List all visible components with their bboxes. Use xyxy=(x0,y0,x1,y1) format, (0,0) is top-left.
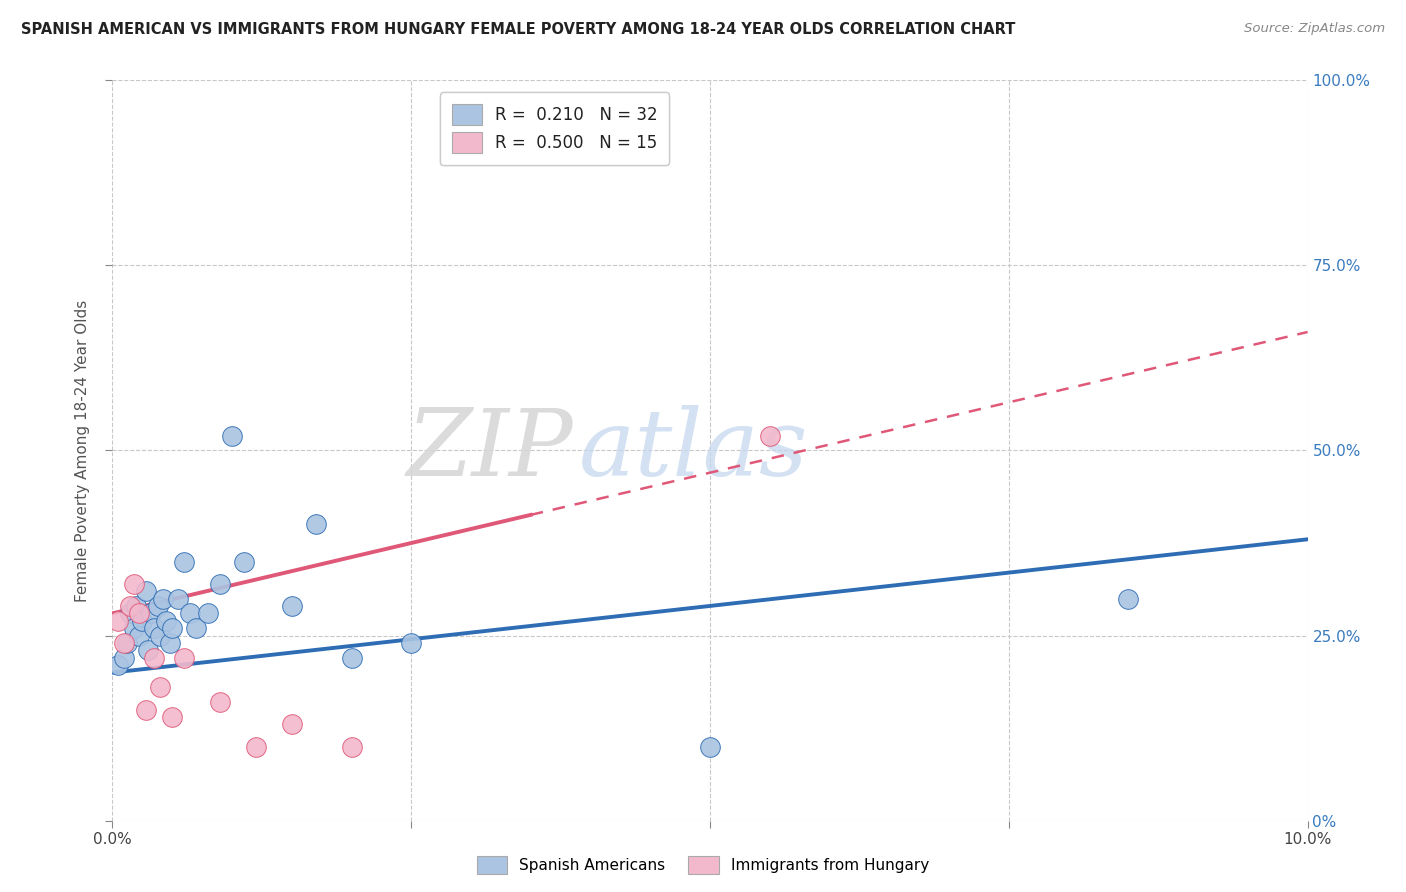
Point xyxy=(115,636,138,650)
Point xyxy=(149,628,172,642)
Point xyxy=(152,591,174,606)
Point xyxy=(305,517,328,532)
Point xyxy=(138,643,160,657)
Text: Source: ZipAtlas.com: Source: ZipAtlas.com xyxy=(1244,22,1385,36)
Point xyxy=(209,695,232,709)
Point xyxy=(209,576,232,591)
Point xyxy=(281,599,304,613)
Point xyxy=(135,703,157,717)
Point xyxy=(401,636,423,650)
Point xyxy=(155,614,177,628)
Point xyxy=(281,717,304,731)
Text: atlas: atlas xyxy=(579,406,808,495)
Point xyxy=(759,428,782,442)
Point xyxy=(1118,591,1140,606)
Point xyxy=(173,555,195,569)
Point xyxy=(114,636,135,650)
Point xyxy=(120,607,142,621)
Legend: Spanish Americans, Immigrants from Hungary: Spanish Americans, Immigrants from Hunga… xyxy=(471,850,935,880)
Point xyxy=(146,599,169,613)
Y-axis label: Female Poverty Among 18-24 Year Olds: Female Poverty Among 18-24 Year Olds xyxy=(75,300,90,601)
Point xyxy=(139,607,162,621)
Point xyxy=(162,710,183,724)
Point xyxy=(125,599,148,613)
Point xyxy=(167,591,190,606)
Point xyxy=(221,428,243,442)
Point xyxy=(186,621,208,635)
Point xyxy=(114,650,135,665)
Text: SPANISH AMERICAN VS IMMIGRANTS FROM HUNGARY FEMALE POVERTY AMONG 18-24 YEAR OLDS: SPANISH AMERICAN VS IMMIGRANTS FROM HUNG… xyxy=(21,22,1015,37)
Point xyxy=(120,599,142,613)
Point xyxy=(122,621,145,635)
Point xyxy=(179,607,201,621)
Point xyxy=(131,614,153,628)
Point xyxy=(149,681,172,695)
Point xyxy=(107,614,129,628)
Point xyxy=(128,628,150,642)
Point xyxy=(173,650,195,665)
Point xyxy=(233,555,256,569)
Point xyxy=(159,636,181,650)
Point xyxy=(162,621,183,635)
Point xyxy=(340,739,363,754)
Point xyxy=(143,621,166,635)
Text: ZIP: ZIP xyxy=(406,406,572,495)
Point xyxy=(143,650,166,665)
Point xyxy=(699,739,721,754)
Point xyxy=(245,739,267,754)
Point xyxy=(122,576,145,591)
Legend: R =  0.210   N = 32, R =  0.500   N = 15: R = 0.210 N = 32, R = 0.500 N = 15 xyxy=(440,92,669,165)
Point xyxy=(197,607,219,621)
Point xyxy=(107,658,129,673)
Point xyxy=(135,584,157,599)
Point xyxy=(128,607,150,621)
Point xyxy=(340,650,363,665)
